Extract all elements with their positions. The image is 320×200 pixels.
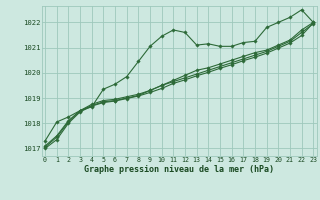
X-axis label: Graphe pression niveau de la mer (hPa): Graphe pression niveau de la mer (hPa) — [84, 165, 274, 174]
